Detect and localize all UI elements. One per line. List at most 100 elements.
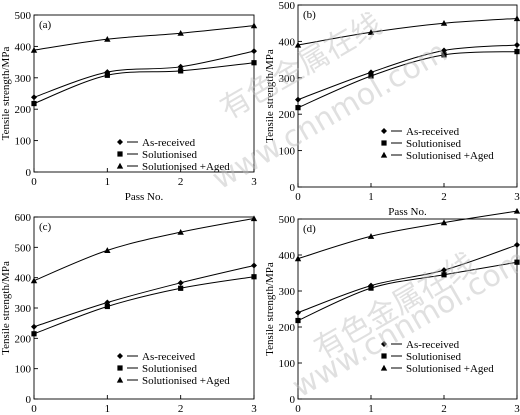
data-point-triangle [440, 219, 448, 226]
data-point-triangle [513, 207, 520, 214]
panel-label: (b) [303, 9, 316, 21]
series-square [295, 259, 520, 324]
watermark-url-bottom: www.cnnmol.com [287, 242, 520, 405]
data-point-square [368, 73, 374, 79]
chart-panel-c: 01230100200300400500600Pass No.Tensile s… [0, 212, 257, 415]
series-line [33, 218, 255, 282]
data-point-diamond [31, 94, 37, 101]
series-diamond [295, 42, 520, 103]
x-tick-label: 3 [251, 403, 257, 415]
legend-marker-square [381, 353, 387, 359]
y-tick-label: 400 [279, 36, 296, 48]
data-point-triangle [367, 233, 375, 239]
y-tick-label: 200 [15, 104, 32, 116]
data-point-diamond [441, 47, 447, 54]
series-line [33, 62, 255, 105]
series-line [297, 51, 518, 109]
chart-panel-a: 0 1 2 3 0 100 200 300 400 500 Pass No. Tensile stre… [0, 10, 257, 203]
y-tick-label: 100 [15, 136, 32, 148]
y-tick-label: 400 [15, 273, 32, 285]
legend-label: As-received [142, 351, 196, 363]
y-axis-label: Tensile strength/MPa [264, 49, 276, 143]
series-triangle [294, 207, 520, 262]
series-line [33, 265, 255, 328]
legend-label: Solutionised +Aged [406, 363, 494, 375]
data-point-diamond [295, 309, 301, 316]
x-tick-label: 3 [514, 191, 520, 203]
data-point-square [441, 52, 447, 58]
x-tick-label: 0 [31, 403, 37, 415]
data-point-triangle [367, 29, 375, 35]
legend-label: Solutionised [406, 138, 462, 150]
y-tick-label: 600 [15, 212, 32, 224]
legend-label: Solutionised +Aged [142, 375, 230, 387]
y-tick-label: 500 [279, 0, 296, 12]
data-point-diamond [251, 262, 257, 269]
x-tick-label: 2 [178, 403, 184, 415]
series-triangle [30, 215, 258, 284]
data-point-triangle [104, 247, 111, 253]
y-tick-label: 300 [279, 73, 296, 85]
x-tick-label: 1 [368, 403, 374, 415]
x-tick-label: 2 [441, 191, 447, 203]
series-line [33, 50, 255, 98]
y-tick-label: 200 [279, 322, 296, 334]
data-point-square [441, 272, 447, 278]
y-tick-label: 500 [15, 10, 32, 22]
x-tick-label: 2 [441, 403, 447, 415]
data-point-triangle [294, 255, 302, 262]
data-point-square [295, 105, 301, 111]
y-tick-label: 0 [290, 182, 296, 194]
data-point-diamond [31, 323, 37, 330]
legend-label: As-received [406, 126, 460, 138]
data-point-square [31, 100, 37, 107]
data-point-square [368, 285, 374, 291]
panel-label: (d) [303, 223, 316, 235]
data-point-triangle [104, 35, 111, 42]
y-tick-label: 400 [15, 41, 32, 53]
data-point-triangle [440, 20, 448, 26]
data-point-square [514, 48, 520, 55]
y-tick-label: 100 [279, 146, 296, 158]
legend-label: Solutionised +Aged [142, 161, 230, 173]
series-triangle [294, 15, 520, 48]
plot-frame [297, 218, 518, 400]
panel-label: (a) [39, 19, 52, 31]
x-tick-label: 0 [31, 176, 37, 188]
y-axis-label: Tensile strength/MPa [0, 261, 12, 355]
series-line [297, 210, 518, 260]
series-square [31, 60, 257, 107]
series-line [297, 261, 518, 321]
series-diamond [31, 262, 257, 330]
legend-label: Solutionised +Aged [406, 150, 494, 162]
y-tick-label: 0 [26, 394, 32, 406]
y-axis-label: Tensile strength/MPa [0, 47, 12, 141]
data-point-square [295, 317, 301, 324]
legend-marker-diamond [381, 128, 387, 134]
legend-marker-triangle [380, 151, 388, 158]
data-point-diamond [251, 48, 257, 55]
legend-marker-diamond [117, 353, 123, 359]
legend-label: Solutionised [406, 351, 462, 363]
y-tick-label: 300 [15, 73, 32, 85]
y-tick-label: 300 [279, 286, 296, 298]
legend-label: As-received [406, 339, 460, 351]
data-point-triangle [177, 228, 184, 235]
legend-marker-square [381, 140, 387, 146]
x-tick-label: 0 [295, 403, 301, 415]
legend-marker-square [117, 151, 123, 157]
series-line [297, 17, 518, 46]
y-tick-label: 200 [15, 333, 32, 345]
series-line [297, 44, 518, 101]
y-axis-label: Tensile strength/MPa [264, 262, 276, 356]
legend-marker-diamond [381, 341, 387, 347]
data-point-square [31, 331, 37, 337]
plot-frame [297, 4, 518, 188]
x-tick-label: 1 [105, 403, 111, 415]
data-point-diamond [177, 279, 184, 286]
y-tick-label: 500 [279, 214, 296, 226]
y-tick-label: 300 [15, 303, 32, 315]
legend-label: Solutionised [142, 149, 198, 161]
y-tick-label: 500 [15, 242, 32, 254]
